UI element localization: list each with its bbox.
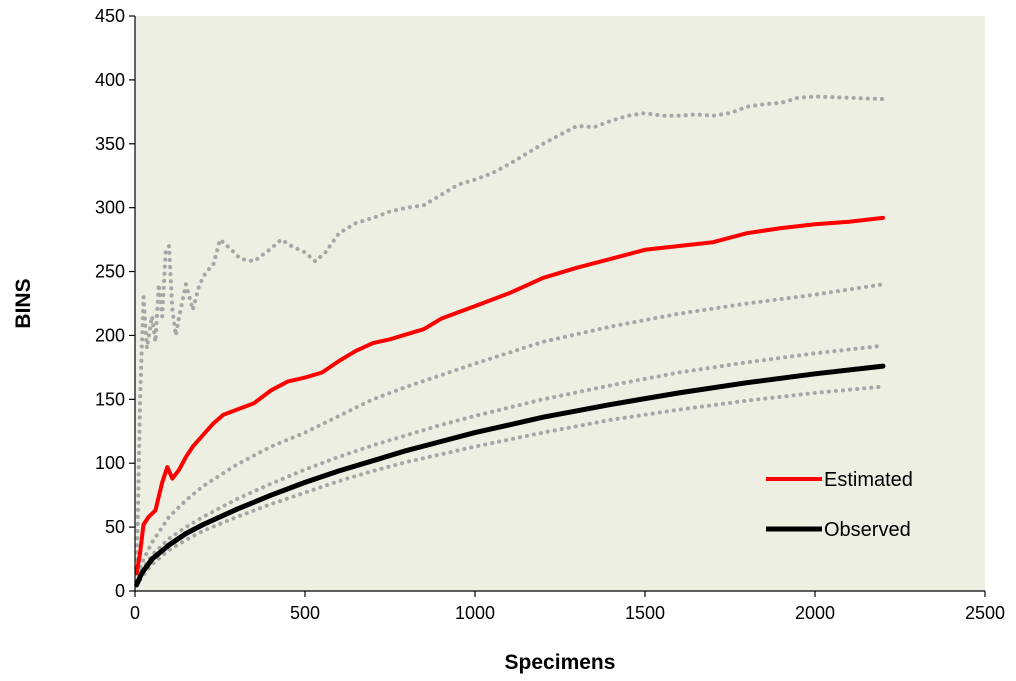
x-tick-label: 2500 [965, 603, 1005, 623]
confidence-series-line-4 [134, 343, 885, 586]
plot-area [135, 16, 985, 591]
observed-legend-label: Observed [824, 519, 911, 541]
estimated-series-line [134, 215, 885, 576]
x-tick-label: 0 [130, 603, 140, 623]
y-tick-label: 150 [95, 389, 125, 409]
estimated-legend-label: Estimated [824, 469, 913, 491]
y-tick-label: 200 [95, 325, 125, 345]
y-tick-label: 0 [115, 581, 125, 601]
y-tick-label: 250 [95, 262, 125, 282]
y-tick-label: 50 [105, 517, 125, 537]
y-tick-label: 400 [95, 70, 125, 90]
confidence-series-line-5 [134, 384, 885, 588]
series-layer [134, 94, 886, 588]
x-tick-label: 500 [290, 603, 320, 623]
y-tick-label: 450 [95, 6, 125, 26]
y-axis-title: BINS [12, 278, 35, 328]
y-tick-label: 300 [95, 198, 125, 218]
observed-series-line [134, 363, 886, 588]
confidence-series-line-2 [134, 94, 885, 583]
axes-layer: 0 50 100 150 200 250 300 350 400 450 0 500 1000 1500 2… [95, 6, 1005, 623]
x-tick-label: 1000 [455, 603, 495, 623]
x-tick-label: 2000 [795, 603, 835, 623]
legend: Estimated Observed [766, 469, 913, 541]
x-tick-label: 1500 [625, 603, 665, 623]
y-tick-label: 350 [95, 134, 125, 154]
y-tick-label: 100 [95, 453, 125, 473]
x-axis-title: Specimens [505, 651, 616, 674]
confidence-series-line-3 [134, 282, 885, 583]
